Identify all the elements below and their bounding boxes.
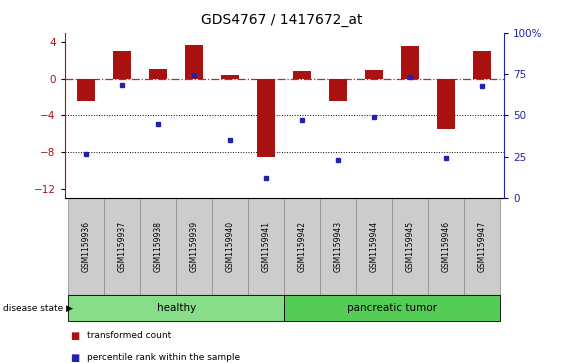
Bar (221, 75, 239, 78)
Bar (68, 198, 104, 295)
Bar (320, 198, 356, 295)
Bar (365, 70, 383, 78)
Bar (185, 45, 203, 78)
Bar (248, 198, 284, 295)
Text: GSM1159940: GSM1159940 (226, 221, 235, 272)
Text: ■: ■ (70, 331, 79, 341)
Bar (140, 198, 176, 295)
Bar (437, 78, 455, 129)
Bar (257, 78, 275, 156)
Text: ■: ■ (70, 352, 79, 363)
Bar (149, 69, 167, 78)
Bar (401, 46, 419, 78)
Bar (104, 198, 140, 295)
Text: percentile rank within the sample: percentile rank within the sample (87, 353, 240, 362)
Text: GSM1159947: GSM1159947 (478, 221, 487, 272)
Text: GSM1159946: GSM1159946 (442, 221, 451, 272)
Text: GDS4767 / 1417672_at: GDS4767 / 1417672_at (201, 13, 362, 27)
Bar (284, 198, 320, 295)
Bar (284, 295, 501, 321)
Bar (473, 51, 491, 78)
Text: GSM1159943: GSM1159943 (334, 221, 343, 272)
Text: GSM1159937: GSM1159937 (118, 221, 127, 272)
Bar (113, 51, 131, 78)
Bar (77, 78, 95, 102)
Text: healthy: healthy (157, 303, 196, 313)
Bar (428, 198, 464, 295)
Bar (356, 198, 392, 295)
Text: pancreatic tumor: pancreatic tumor (347, 303, 437, 313)
Text: GSM1159939: GSM1159939 (190, 221, 199, 272)
Bar (212, 198, 248, 295)
Text: transformed count: transformed count (87, 331, 172, 340)
Text: GSM1159936: GSM1159936 (82, 221, 91, 272)
Bar (293, 71, 311, 78)
Text: GSM1159942: GSM1159942 (298, 221, 307, 272)
Text: GSM1159945: GSM1159945 (406, 221, 415, 272)
Text: GSM1159944: GSM1159944 (370, 221, 379, 272)
Bar (176, 198, 212, 295)
Bar (68, 295, 284, 321)
Text: disease state ▶: disease state ▶ (3, 303, 73, 313)
Text: GSM1159941: GSM1159941 (262, 221, 271, 272)
Text: GSM1159938: GSM1159938 (154, 221, 163, 272)
Bar (392, 198, 428, 295)
Bar (464, 198, 501, 295)
Bar (329, 78, 347, 102)
